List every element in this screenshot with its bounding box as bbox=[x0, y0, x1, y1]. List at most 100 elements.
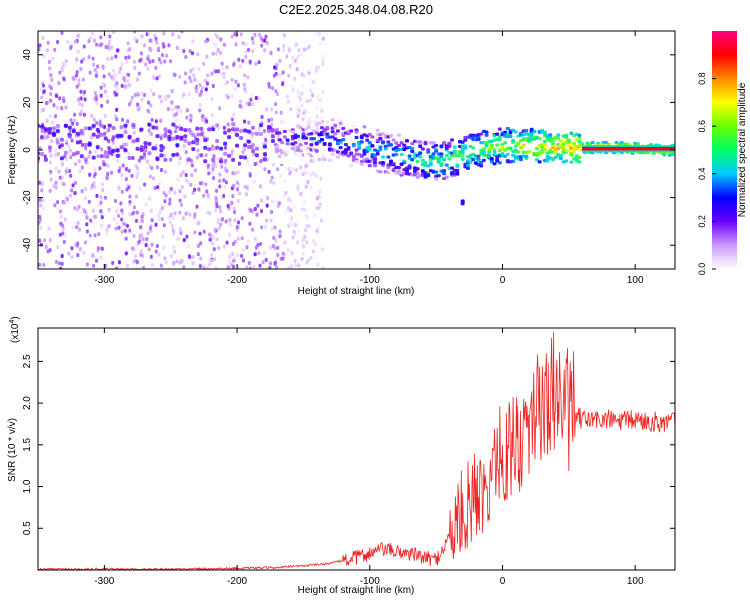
heatmap-band-cell bbox=[296, 159, 301, 164]
heatmap-band-halo-cell bbox=[223, 151, 228, 156]
heatmap-noise-cell bbox=[186, 179, 190, 184]
heatmap-noise-cell bbox=[316, 225, 320, 230]
heatmap-noise-cell bbox=[96, 64, 100, 69]
spectrogram-y-label: Frequency (Hz) bbox=[7, 116, 18, 185]
heatmap-noise-cell bbox=[184, 55, 188, 60]
heatmap-noise-cell bbox=[133, 92, 137, 97]
heatmap-noise-cell bbox=[274, 89, 278, 94]
heatmap-noise-cell bbox=[296, 89, 300, 94]
heatmap-noise-cell bbox=[288, 220, 292, 225]
y-tick-label: 2.5 bbox=[22, 354, 33, 368]
heatmap-noise-cell bbox=[250, 209, 254, 214]
heatmap-noise-cell bbox=[97, 232, 101, 237]
heatmap-band-cell bbox=[500, 145, 505, 149]
heatmap-noise-cell bbox=[62, 239, 66, 244]
heatmap-noise-cell bbox=[188, 75, 192, 80]
heatmap-noise-cell bbox=[148, 196, 152, 201]
heatmap-band-cell bbox=[304, 118, 309, 122]
heatmap-noise-cell bbox=[224, 145, 228, 150]
heatmap-noise-cell bbox=[154, 119, 158, 124]
heatmap-noise-cell bbox=[300, 51, 304, 56]
heatmap-noise-cell bbox=[252, 179, 256, 184]
heatmap-noise-cell bbox=[205, 189, 209, 194]
heatmap-band-cell bbox=[444, 175, 449, 179]
heatmap-noise-cell bbox=[91, 220, 95, 225]
heatmap-noise-cell bbox=[71, 121, 75, 126]
heatmap-noise-cell bbox=[48, 248, 52, 253]
heatmap-band-cell bbox=[529, 132, 534, 136]
heatmap-noise-cell bbox=[308, 98, 312, 103]
heatmap-noise-cell bbox=[204, 153, 208, 158]
heatmap-noise-cell bbox=[51, 120, 55, 125]
heatmap-noise-cell bbox=[112, 76, 116, 81]
heatmap-band-halo-cell bbox=[127, 155, 132, 160]
heatmap-noise-cell bbox=[152, 92, 156, 97]
heatmap-band-cell bbox=[290, 146, 295, 151]
heatmap-noise-cell bbox=[125, 72, 129, 77]
heatmap-noise-cell bbox=[184, 173, 188, 178]
heatmap-noise-cell bbox=[269, 179, 273, 184]
heatmap-noise-cell bbox=[309, 185, 313, 190]
heatmap-band-halo-cell bbox=[103, 136, 108, 141]
heatmap-noise-cell bbox=[211, 146, 215, 151]
heatmap-noise-cell bbox=[270, 199, 274, 204]
heatmap-noise-cell bbox=[219, 222, 223, 227]
heatmap-band-cell bbox=[447, 144, 452, 148]
heatmap-noise-cell bbox=[295, 110, 299, 115]
heatmap-band-halo-cell bbox=[163, 133, 168, 138]
heatmap-band-halo-cell bbox=[254, 146, 259, 151]
heatmap-noise-cell bbox=[95, 193, 99, 198]
heatmap-noise-cell bbox=[40, 128, 44, 133]
heatmap-noise-cell bbox=[121, 211, 125, 216]
heatmap-band-halo-cell bbox=[187, 141, 192, 146]
heatmap-band-halo-cell bbox=[43, 157, 48, 162]
heatmap-noise-cell bbox=[40, 188, 44, 193]
heatmap-noise-cell bbox=[274, 238, 278, 243]
heatmap-noise-cell bbox=[304, 228, 308, 233]
heatmap-noise-cell bbox=[282, 48, 286, 53]
colorbar: 0.0 0.2 0.4 0.6 0.8 Normalized spectral ampl… bbox=[697, 31, 748, 275]
colorbar-label: Normalized spectral amplitude bbox=[737, 82, 748, 217]
y-tick-label: -20 bbox=[22, 190, 33, 205]
heatmap-noise-cell bbox=[117, 213, 121, 218]
heatmap-band-cell bbox=[274, 128, 279, 132]
heatmap-noise-cell bbox=[54, 185, 58, 190]
heatmap-noise-cell bbox=[289, 198, 293, 203]
heatmap-noise-cell bbox=[248, 173, 252, 178]
heatmap-noise-cell bbox=[140, 97, 144, 102]
heatmap-band-cell bbox=[566, 144, 571, 148]
heatmap-noise-cell bbox=[97, 246, 101, 251]
heatmap-noise-cell bbox=[149, 208, 153, 213]
heatmap-noise-cell bbox=[235, 180, 239, 185]
heatmap-noise-cell bbox=[147, 128, 151, 133]
heatmap-noise-cell bbox=[49, 153, 53, 158]
heatmap-band-cell bbox=[534, 158, 539, 162]
heatmap-noise-cell bbox=[136, 171, 140, 176]
heatmap-band-cell bbox=[359, 140, 364, 144]
heatmap-band-cell bbox=[274, 161, 279, 165]
heatmap-noise-cell bbox=[236, 236, 240, 241]
heatmap-noise-cell bbox=[111, 140, 115, 145]
snr-series-line bbox=[38, 332, 675, 570]
heatmap-noise-cell bbox=[130, 95, 134, 100]
heatmap-noise-cell bbox=[210, 97, 214, 102]
heatmap-noise-cell bbox=[89, 135, 93, 140]
heatmap-noise-cell bbox=[204, 182, 208, 187]
heatmap-noise-cell bbox=[150, 118, 154, 123]
heatmap-band-cell bbox=[314, 149, 319, 153]
heatmap-noise-cell bbox=[170, 101, 174, 106]
heatmap-noise-cell bbox=[220, 217, 224, 222]
heatmap-noise-cell bbox=[232, 62, 236, 67]
heatmap-band-halo-cell bbox=[119, 133, 124, 138]
heatmap-band-cell bbox=[280, 123, 285, 127]
heatmap-noise-cell bbox=[114, 54, 118, 59]
heatmap-noise-cell bbox=[169, 254, 173, 259]
heatmap-band-cell bbox=[418, 140, 423, 144]
heatmap-noise-cell bbox=[214, 195, 218, 200]
heatmap-noise-cell bbox=[261, 260, 265, 265]
heatmap-noise-cell bbox=[172, 260, 176, 265]
heatmap-band-cell bbox=[436, 174, 441, 178]
heatmap-noise-cell bbox=[205, 265, 209, 269]
heatmap-band-halo-cell bbox=[139, 127, 144, 132]
heatmap-noise-cell bbox=[160, 99, 164, 104]
